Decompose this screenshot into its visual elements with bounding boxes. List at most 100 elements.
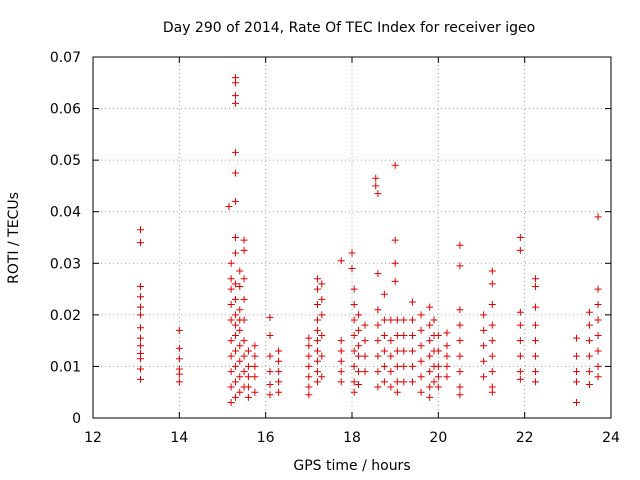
data-point bbox=[318, 311, 326, 319]
data-point bbox=[275, 347, 283, 355]
data-point bbox=[354, 380, 362, 388]
data-point bbox=[313, 316, 321, 324]
data-point bbox=[244, 393, 252, 401]
data-point bbox=[350, 388, 358, 396]
data-point bbox=[236, 357, 244, 365]
data-point bbox=[374, 383, 382, 391]
data-point bbox=[594, 373, 602, 381]
data-point bbox=[337, 357, 345, 365]
data-point bbox=[313, 368, 321, 376]
data-point bbox=[354, 311, 362, 319]
data-point bbox=[251, 352, 259, 360]
data-point bbox=[318, 352, 326, 360]
data-point bbox=[531, 275, 539, 283]
data-point bbox=[231, 362, 239, 370]
data-point bbox=[585, 380, 593, 388]
data-point bbox=[236, 342, 244, 350]
data-point bbox=[400, 347, 408, 355]
data-point bbox=[488, 301, 496, 309]
data-point bbox=[231, 249, 239, 257]
data-point bbox=[136, 239, 144, 247]
data-point bbox=[231, 79, 239, 87]
data-point bbox=[231, 92, 239, 100]
data-point bbox=[313, 357, 321, 365]
data-point bbox=[594, 213, 602, 221]
data-point bbox=[443, 342, 451, 350]
y-tick-label: 0.04 bbox=[50, 205, 81, 221]
data-point bbox=[236, 373, 244, 381]
data-point bbox=[374, 321, 382, 329]
data-point bbox=[531, 368, 539, 376]
data-point bbox=[380, 362, 388, 370]
data-point bbox=[361, 337, 369, 345]
x-tick-label: 16 bbox=[257, 430, 275, 446]
data-point bbox=[337, 347, 345, 355]
data-point bbox=[480, 326, 488, 334]
data-point bbox=[426, 352, 434, 360]
data-point bbox=[240, 295, 248, 303]
data-point bbox=[231, 99, 239, 107]
data-point bbox=[231, 197, 239, 205]
data-point bbox=[348, 264, 356, 272]
data-point bbox=[417, 326, 425, 334]
data-point bbox=[305, 373, 313, 381]
data-point bbox=[227, 316, 235, 324]
data-point bbox=[348, 249, 356, 257]
data-point bbox=[350, 378, 358, 386]
data-point bbox=[408, 378, 416, 386]
data-point bbox=[387, 352, 395, 360]
y-tick-label: 0 bbox=[72, 411, 81, 427]
data-point bbox=[594, 347, 602, 355]
data-point bbox=[456, 321, 464, 329]
y-axis-label: ROTI / TECUs bbox=[6, 192, 22, 284]
data-point bbox=[434, 373, 442, 381]
data-point bbox=[231, 378, 239, 386]
data-point bbox=[354, 326, 362, 334]
data-point bbox=[443, 352, 451, 360]
data-point bbox=[391, 277, 399, 285]
data-point bbox=[426, 368, 434, 376]
data-point bbox=[236, 388, 244, 396]
data-point bbox=[350, 316, 358, 324]
data-point bbox=[456, 391, 464, 399]
data-point bbox=[251, 362, 259, 370]
data-point bbox=[136, 293, 144, 301]
data-point bbox=[391, 161, 399, 169]
data-point bbox=[400, 331, 408, 339]
x-axis-label: GPS time / hours bbox=[293, 458, 410, 474]
data-point bbox=[393, 378, 401, 386]
data-point bbox=[585, 352, 593, 360]
data-point bbox=[266, 352, 274, 360]
data-point bbox=[354, 342, 362, 350]
data-point bbox=[594, 316, 602, 324]
data-point bbox=[380, 316, 388, 324]
data-point bbox=[337, 378, 345, 386]
data-point bbox=[337, 337, 345, 345]
data-point bbox=[408, 331, 416, 339]
data-point bbox=[318, 280, 326, 288]
data-point bbox=[488, 388, 496, 396]
data-point bbox=[374, 270, 382, 278]
data-point bbox=[236, 282, 244, 290]
data-point bbox=[380, 331, 388, 339]
data-point bbox=[374, 352, 382, 360]
data-point bbox=[531, 303, 539, 311]
data-point bbox=[227, 399, 235, 407]
data-point bbox=[372, 174, 380, 182]
data-point bbox=[456, 241, 464, 249]
data-point bbox=[400, 362, 408, 370]
data-point bbox=[531, 282, 539, 290]
data-point bbox=[231, 169, 239, 177]
data-point bbox=[236, 306, 244, 314]
data-point bbox=[275, 388, 283, 396]
data-point bbox=[227, 259, 235, 267]
data-point bbox=[313, 337, 321, 345]
y-tick-label: 0.07 bbox=[50, 50, 81, 66]
data-point bbox=[361, 321, 369, 329]
data-point bbox=[313, 301, 321, 309]
data-point bbox=[313, 326, 321, 334]
data-point bbox=[434, 331, 442, 339]
y-tick-labels: 0 0.01 0.02 0.03 0.04 0.05 0.06 0.07 bbox=[50, 50, 81, 427]
y-tick-label: 0.02 bbox=[50, 308, 81, 324]
x-tick-label: 14 bbox=[170, 430, 188, 446]
